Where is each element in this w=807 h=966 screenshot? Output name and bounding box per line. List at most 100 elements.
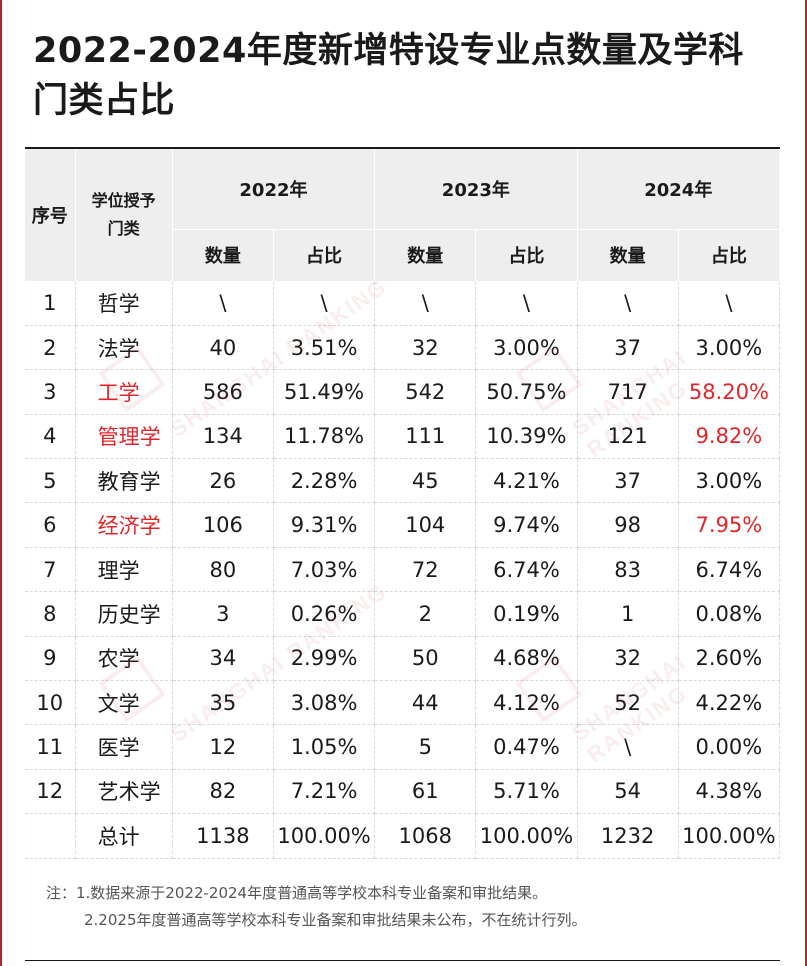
cell-share-2023: 6.74% [475,547,578,593]
cell-count-2024: \ [577,724,679,770]
table-row: 12 艺术学 82 7.21% 61 5.71% 54 4.38% [25,769,781,815]
cell-index: 7 [25,547,76,593]
cell-category: 艺术学 [75,769,173,815]
header-year-2024: 2024年 [577,148,781,230]
cell-category: 管理学 [75,414,173,460]
cell-share-2022: 100.00% [273,813,376,859]
cell-index: 5 [25,458,76,504]
header-index: 序号 [25,148,76,282]
cell-count-2022: 40 [172,325,274,371]
cell-share-2022: 7.03% [273,547,376,593]
cell-share-2023: 5.71% [475,769,578,815]
cell-index: 3 [25,369,76,415]
cell-index: 9 [25,636,76,682]
cell-count-2022: 26 [172,458,274,504]
cell-count-2023: 104 [374,502,477,548]
cell-share-2024: 0.00% [678,724,781,770]
cell-count-2024: 54 [577,769,679,815]
cell-count-2023: 44 [374,680,477,726]
cell-count-2024: 98 [577,502,679,548]
cell-share-2024: 3.00% [678,458,781,504]
cell-share-2023: 4.68% [475,636,578,682]
table-body: 1 哲学 \ \ \ \ \ \ 2 法学 40 3.51% 32 3.00% 37 3.00% 3 工学 586 5… [25,281,781,859]
table-row: 1 哲学 \ \ \ \ \ \ [25,281,781,326]
cell-count-2022: 1138 [172,813,274,859]
cell-share-2024: 0.08% [678,591,781,637]
table-row: 6 经济学 106 9.31% 104 9.74% 98 7.95% [25,502,781,548]
cell-count-2023: 5 [374,724,477,770]
cell-count-2024: 717 [577,369,679,415]
cell-category: 工学 [75,369,173,415]
cell-share-2023: 9.74% [475,502,578,548]
cell-count-2022: 34 [172,636,274,682]
table-row: 7 理学 80 7.03% 72 6.74% 83 6.74% [25,547,781,593]
table-row: 11 医学 12 1.05% 5 0.47% \ 0.00% [25,724,781,770]
cell-share-2023: 10.39% [475,414,578,460]
cell-count-2022: \ [172,281,274,326]
cell-count-2024: 52 [577,680,679,726]
cell-count-2023: 45 [374,458,477,504]
cell-share-2024: 4.38% [678,769,781,815]
cell-count-2023: 32 [374,325,477,371]
cell-count-2024: \ [577,281,679,326]
cell-share-2023: 3.00% [475,325,578,371]
cell-count-2023: 61 [374,769,477,815]
cell-share-2024: 2.60% [678,636,781,682]
cell-count-2023: 72 [374,547,477,593]
header-year-2022: 2022年 [172,148,376,230]
cell-share-2022: 2.99% [273,636,376,682]
cell-share-2022: 1.05% [273,724,376,770]
cell-index: 8 [25,591,76,637]
table-row: 5 教育学 26 2.28% 45 4.21% 37 3.00% [25,458,781,504]
cell-share-2023: 0.19% [475,591,578,637]
header-share-2024: 占比 [678,229,781,282]
cell-category: 理学 [75,547,173,593]
cell-category: 哲学 [75,281,173,326]
cell-category: 总计 [75,813,173,859]
cell-share-2022: 9.31% [273,502,376,548]
cell-count-2022: 82 [172,769,274,815]
cell-share-2023: 0.47% [475,724,578,770]
cell-share-2022: 3.51% [273,325,376,371]
cell-share-2023: 4.12% [475,680,578,726]
cell-category: 历史学 [75,591,173,637]
header-count-2023: 数量 [374,229,477,282]
cell-count-2022: 586 [172,369,274,415]
cell-share-2022: 3.08% [273,680,376,726]
cell-share-2022: 51.49% [273,369,376,415]
cell-count-2023: 111 [374,414,477,460]
cell-count-2023: 2 [374,591,477,637]
table-row: 10 文学 35 3.08% 44 4.12% 52 4.22% [25,680,781,726]
cell-count-2023: 1068 [374,813,477,859]
cell-index [25,813,76,859]
header-count-2022: 数量 [172,229,274,282]
header-count-2024: 数量 [577,229,679,282]
cell-count-2023: \ [374,281,477,326]
cell-share-2023: 4.21% [475,458,578,504]
cell-count-2024: 37 [577,325,679,371]
footnote-1: 注：1.数据来源于2022-2024年度普通高等学校本科专业备案和审批结果。 [46,884,548,902]
cell-share-2024: 6.74% [678,547,781,593]
table-row: 2 法学 40 3.51% 32 3.00% 37 3.00% [25,325,781,371]
cell-index: 1 [25,281,76,326]
cell-share-2024: \ [678,281,781,326]
cell-share-2022: 2.28% [273,458,376,504]
cell-share-2022: 7.21% [273,769,376,815]
bottom-rule [25,960,780,961]
cell-index: 11 [25,724,76,770]
header-category-label: 学位授予门类 [91,190,156,238]
cell-count-2022: 12 [172,724,274,770]
page-title: 2022-2024年度新增特设专业点数量及学科门类占比 [33,31,744,121]
header-year-2023: 2023年 [374,148,578,230]
cell-count-2022: 80 [172,547,274,593]
cell-share-2023: \ [475,281,578,326]
cell-count-2023: 50 [374,636,477,682]
cell-index: 10 [25,680,76,726]
cell-count-2022: 106 [172,502,274,548]
cell-count-2022: 3 [172,591,274,637]
cell-share-2024: 58.20% [678,369,781,415]
table-row: 4 管理学 134 11.78% 111 10.39% 121 9.82% [25,414,781,460]
cell-share-2023: 50.75% [475,369,578,415]
cell-share-2022: 11.78% [273,414,376,460]
cell-category: 医学 [75,724,173,770]
